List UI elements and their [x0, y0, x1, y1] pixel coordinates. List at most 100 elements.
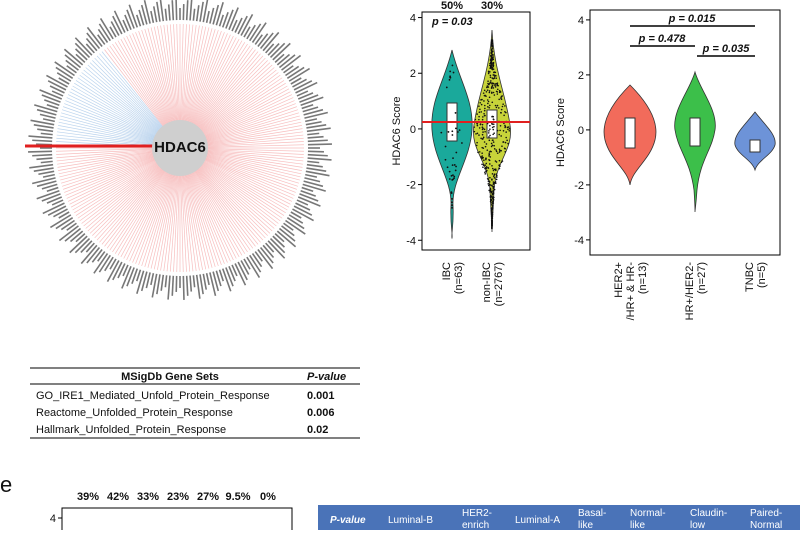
dot: [447, 166, 449, 168]
dot: [495, 105, 497, 107]
dot: [507, 127, 509, 129]
dot: [452, 134, 454, 136]
dot: [484, 115, 486, 117]
dot: [492, 134, 494, 136]
node-label: [172, 276, 173, 296]
y-tick-label: -2: [406, 180, 416, 192]
node-label: [241, 260, 249, 274]
dot: [474, 131, 476, 133]
dot: [492, 59, 494, 61]
dot: [478, 116, 480, 118]
p-value: p = 0.03: [431, 16, 473, 28]
x-tick-label: (n=2767): [493, 262, 505, 306]
dot: [503, 141, 505, 143]
dot: [478, 119, 480, 121]
dot: [499, 160, 501, 162]
node-label: [193, 9, 194, 21]
dot: [493, 118, 495, 120]
dot: [485, 95, 487, 97]
percent-label: 42%: [107, 491, 129, 503]
dot: [482, 116, 484, 118]
node-label: [129, 5, 137, 28]
dot: [492, 116, 494, 118]
node-label: [253, 253, 262, 266]
dot: [482, 124, 484, 126]
dot: [484, 131, 486, 133]
dot: [492, 129, 494, 131]
table-header: Normal-: [630, 508, 666, 519]
dot: [501, 98, 503, 100]
dot: [496, 107, 498, 109]
dot: [452, 178, 454, 180]
node-label: [308, 137, 324, 138]
node-label: [34, 125, 54, 128]
x-tick-label: TNBC: [744, 262, 756, 292]
node-label: [28, 151, 52, 152]
dot: [452, 157, 454, 159]
percent-label: 33%: [137, 491, 159, 503]
dot: [489, 125, 491, 127]
node-label: [289, 215, 303, 223]
node-label: [308, 158, 332, 160]
node-label: [187, 0, 188, 20]
dot: [455, 166, 457, 168]
dot: [492, 173, 494, 175]
dot: [498, 107, 500, 109]
node-label: [307, 128, 331, 131]
x-tick-label: non-IBC: [481, 262, 493, 302]
node-label: [43, 175, 55, 177]
dot: [488, 73, 490, 75]
dot: [488, 153, 490, 155]
dot: [486, 143, 488, 145]
dot: [497, 105, 499, 107]
dot: [491, 83, 493, 85]
dot: [491, 86, 493, 88]
dot: [503, 115, 505, 117]
box: [625, 118, 635, 148]
dot: [487, 89, 489, 91]
dot: [497, 82, 499, 84]
dot: [478, 134, 480, 136]
node-label: [47, 105, 58, 109]
dot: [482, 119, 484, 121]
dot: [495, 168, 497, 170]
node-label: [183, 276, 184, 300]
dot: [501, 95, 503, 97]
dot: [484, 105, 486, 107]
node-label: [34, 168, 54, 171]
dot: [496, 175, 498, 177]
dot: [482, 138, 484, 140]
node-label: [29, 165, 53, 168]
dot: [487, 85, 489, 87]
dot: [497, 130, 499, 132]
node-label: [151, 11, 153, 23]
dot: [457, 131, 459, 133]
dot: [503, 130, 505, 132]
dot: [492, 206, 494, 208]
node-label: [111, 21, 119, 35]
y-tick-label: -4: [574, 235, 584, 247]
dot: [491, 52, 493, 54]
node-label: [302, 188, 313, 192]
dot: [496, 161, 498, 163]
dot: [489, 156, 491, 158]
dot: [488, 130, 490, 132]
dot: [488, 107, 490, 109]
node-label: [28, 136, 52, 138]
dot: [488, 190, 490, 192]
dot: [496, 151, 498, 153]
dot: [500, 125, 502, 127]
percent-label: 39%: [77, 491, 99, 503]
dot: [451, 175, 453, 177]
percent-label: 23%: [167, 491, 189, 503]
dot: [478, 105, 480, 107]
dot: [452, 164, 454, 166]
dot: [453, 72, 455, 74]
dot: [445, 159, 447, 161]
dot: [494, 76, 496, 78]
dot: [487, 178, 489, 180]
node-label: [292, 79, 306, 87]
dot: [499, 151, 501, 153]
dot: [491, 165, 493, 167]
